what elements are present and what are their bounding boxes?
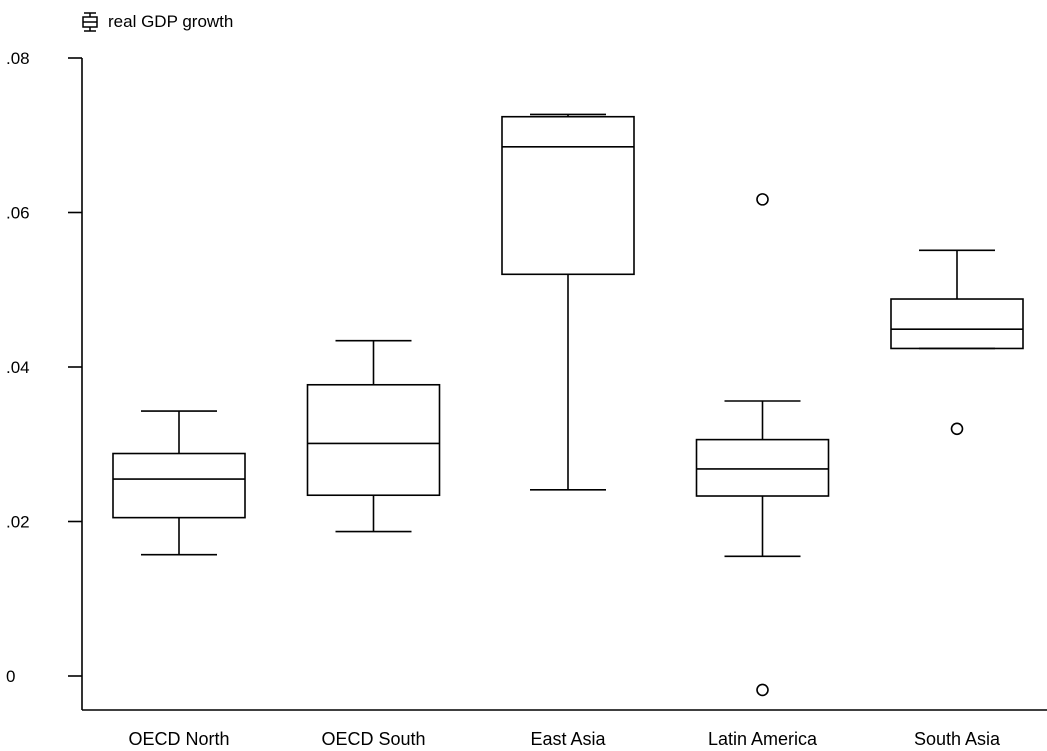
box-iqr (695, 438, 830, 497)
y-tick-label: 0 (6, 667, 15, 686)
box-iqr (112, 452, 246, 519)
box-iqr (306, 383, 441, 497)
outlier-point (756, 683, 769, 697)
outlier-point (950, 422, 964, 436)
box-plot-icon (82, 12, 98, 32)
box-iqr (501, 115, 635, 276)
outlier-point (756, 193, 769, 206)
legend: real GDP growth (82, 10, 233, 34)
x-category-label: OECD South (321, 729, 425, 749)
x-category-label: East Asia (530, 729, 606, 749)
legend-label: real GDP growth (108, 12, 234, 31)
y-tick-label: .06 (6, 204, 30, 223)
y-tick-label: .04 (6, 358, 30, 377)
box-iqr (890, 298, 1024, 350)
y-tick-label: .02 (6, 513, 30, 532)
x-category-label: OECD North (128, 729, 229, 749)
x-category-label: Latin America (708, 729, 818, 749)
x-category-label: South Asia (914, 729, 1001, 749)
y-tick-label: .08 (6, 49, 30, 68)
